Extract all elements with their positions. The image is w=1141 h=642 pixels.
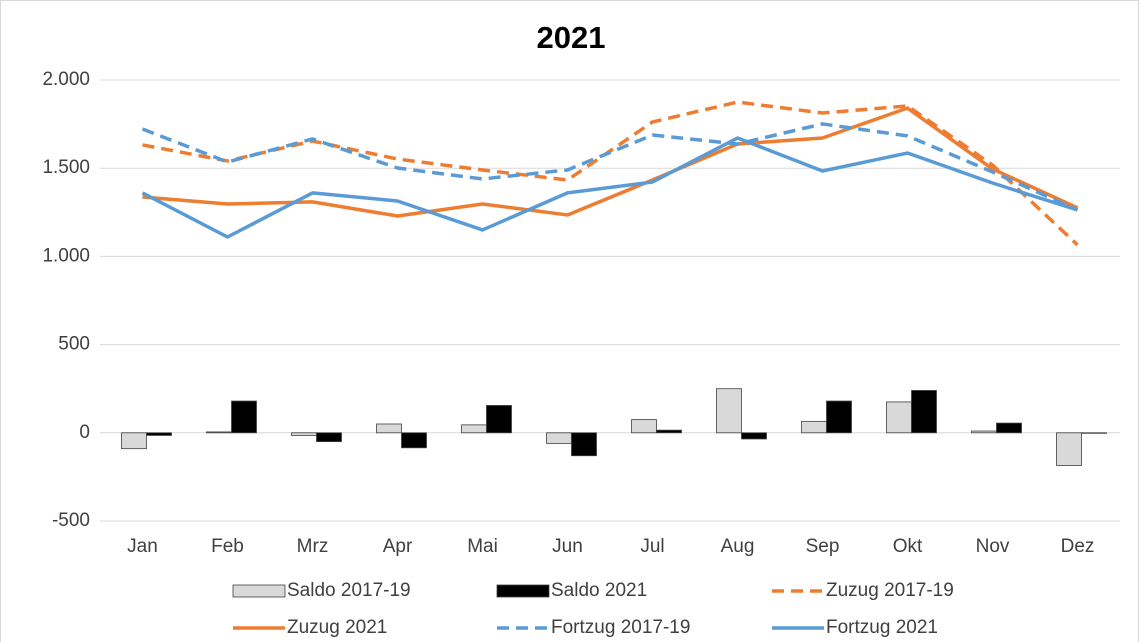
x-tick-label: Feb: [211, 536, 244, 557]
bar: [1081, 432, 1107, 434]
y-tick-label: 1.500: [42, 157, 90, 178]
line-series: [142, 100, 1079, 247]
legend-label: Fortzug 2021: [826, 617, 938, 638]
bar: [911, 390, 937, 434]
x-tick-label: Mrz: [297, 536, 329, 557]
legend-label: Zuzug 2017-19: [826, 580, 954, 601]
bar: [801, 420, 827, 434]
bar: [121, 432, 147, 450]
bar: [231, 400, 257, 434]
y-tick-label: 2.000: [42, 69, 90, 90]
bar: [571, 432, 597, 457]
x-tick-label: Okt: [893, 536, 923, 557]
bar: [376, 423, 402, 434]
y-tick-label: -500: [52, 510, 90, 531]
y-tick-label: 0: [79, 422, 90, 443]
legend-label: Saldo 2017-19: [287, 580, 411, 601]
bar: [716, 388, 742, 434]
bar: [291, 432, 317, 436]
x-tick-label: Sep: [806, 536, 840, 557]
x-tick-label: Apr: [383, 536, 413, 557]
bar: [996, 422, 1022, 434]
bar: [656, 429, 682, 434]
bar: [826, 400, 852, 434]
legend-label: Saldo 2021: [551, 580, 647, 601]
line-series: [141, 122, 1079, 212]
x-tick-label: Aug: [721, 536, 755, 557]
x-tick-label: Jul: [640, 536, 664, 557]
line-series: [141, 136, 1079, 239]
bar: [741, 432, 767, 440]
legend-swatch: [232, 584, 286, 598]
bar: [886, 401, 912, 434]
bar: [971, 430, 997, 434]
bar: [206, 431, 232, 434]
bar: [1056, 432, 1082, 466]
x-tick-label: Jan: [127, 536, 158, 557]
bar: [631, 419, 657, 434]
y-tick-label: 1.000: [42, 245, 90, 266]
x-tick-label: Dez: [1061, 536, 1095, 557]
legend-label: Zuzug 2021: [287, 617, 387, 638]
bar: [146, 432, 172, 436]
bar: [316, 432, 342, 443]
y-tick-label: 500: [58, 334, 90, 355]
legend-label: Fortzug 2017-19: [551, 617, 690, 638]
chart-title: 2021: [537, 20, 606, 55]
line-series: [142, 106, 1079, 218]
legend-swatch: [496, 584, 550, 598]
x-tick-label: Nov: [976, 536, 1010, 557]
bar: [486, 405, 512, 434]
x-tick-label: Jun: [552, 536, 583, 557]
x-tick-label: Mai: [467, 536, 498, 557]
bar: [546, 432, 572, 444]
bar: [461, 424, 487, 434]
bar: [401, 432, 427, 449]
